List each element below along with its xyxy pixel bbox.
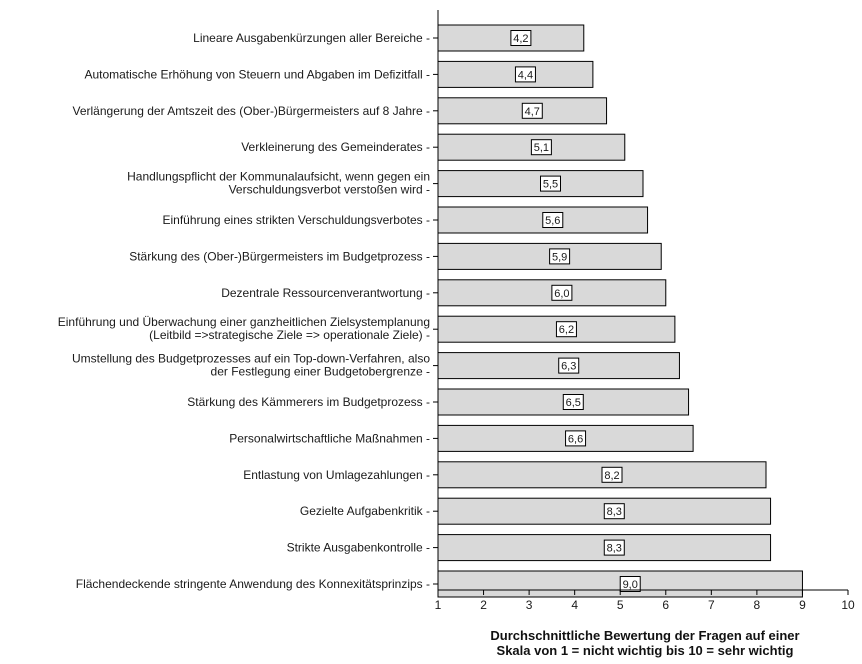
data-label: 5,9 xyxy=(552,251,567,263)
category-label: Verlängerung der Amtszeit des (Ober-)Bür… xyxy=(73,104,431,118)
data-label: 6,2 xyxy=(559,324,574,336)
category-labels: Lineare Ausgabenkürzungen aller Bereiche… xyxy=(58,31,431,591)
category-label: Automatische Erhöhung von Steuern und Ab… xyxy=(84,67,430,81)
bar xyxy=(437,352,680,380)
category-label: Flächendeckende stringente Anwendung des… xyxy=(76,577,430,591)
data-label: 4,2 xyxy=(513,33,528,45)
category-label: Lineare Ausgabenkürzungen aller Bereiche… xyxy=(193,31,430,45)
category-label: Einführung eines strikten Verschuldungsv… xyxy=(163,213,431,227)
x-tick-label: 6 xyxy=(662,598,669,612)
data-label: 5,6 xyxy=(545,215,560,227)
category-label: Umstellung des Budgetprozesses auf ein T… xyxy=(72,352,430,366)
category-label: Stärkung des Kämmerers im Budgetprozess … xyxy=(187,395,430,409)
category-label: Strikte Ausgabenkontrolle - xyxy=(287,541,430,555)
data-label-box xyxy=(521,102,543,119)
category-label: Personalwirtschaftliche Maßnahmen - xyxy=(229,431,430,445)
x-axis-title-line-2: Skala von 1 = nicht wichtig bis 10 = seh… xyxy=(497,643,794,658)
category-label: Entlastung von Umlagezahlungen - xyxy=(243,468,430,482)
category-label: Stärkung des (Ober-)Bürgermeisters im Bu… xyxy=(129,249,430,263)
data-label: 5,5 xyxy=(543,179,558,191)
category-label: Verkleinerung des Gemeinderates - xyxy=(241,140,430,154)
data-label-box xyxy=(555,321,577,338)
data-label-box xyxy=(601,466,623,483)
category-label: der Festlegung einer Budgetobergrenze - xyxy=(211,365,430,379)
category-label: Dezentrale Ressourcenverantwortung - xyxy=(221,286,430,300)
data-label-box xyxy=(549,248,571,265)
data-label: 6,6 xyxy=(568,433,583,445)
data-label-box xyxy=(619,576,641,592)
data-label-box xyxy=(540,175,561,192)
x-tick-label: 7 xyxy=(708,598,715,612)
data-label: 6,3 xyxy=(561,361,576,373)
data-label: 9,0 xyxy=(623,579,638,591)
x-tick-label: 5 xyxy=(617,598,624,612)
category-label: Verschuldungsverbot verstoßen wird - xyxy=(229,183,430,197)
data-label-box xyxy=(603,539,625,556)
data-label: 8,3 xyxy=(607,506,622,518)
category-label: Einführung und Überwachung einer ganzhei… xyxy=(58,315,430,329)
category-label: (Leitbild =>strategische Ziele => operat… xyxy=(149,328,430,342)
data-label: 8,2 xyxy=(604,470,619,482)
data-label-box xyxy=(558,357,580,374)
data-label: 5,1 xyxy=(534,142,549,154)
data-label: 4,7 xyxy=(525,106,540,118)
x-tick-label: 1 xyxy=(435,598,442,612)
x-tick-label: 4 xyxy=(571,598,578,612)
category-label: Gezielte Aufgabenkritik - xyxy=(300,504,430,518)
data-label-box xyxy=(542,212,564,228)
data-label: 6,0 xyxy=(554,288,569,300)
data-label-box xyxy=(530,139,552,156)
data-label: 6,5 xyxy=(566,397,581,409)
data-label-box xyxy=(510,30,532,46)
data-label-box xyxy=(551,284,573,301)
x-tick-label: 8 xyxy=(754,598,761,612)
data-label-box xyxy=(514,66,536,83)
data-label-box xyxy=(562,394,584,410)
data-label: 4,4 xyxy=(518,69,533,81)
x-tick-label: 2 xyxy=(480,598,487,612)
data-label-box xyxy=(565,430,587,447)
x-axis-title-line-1: Durchschnittliche Bewertung der Fragen a… xyxy=(490,628,799,643)
x-tick-label: 10 xyxy=(841,598,855,612)
x-tick-label: 3 xyxy=(526,598,533,612)
bars-layer: 4,2 4,4 4,7 5,1 5,5 5,6 5,9 6,0 6,2 6,3 6,5 6,6 8,2 8… xyxy=(437,24,803,598)
x-tick-label: 9 xyxy=(799,598,806,612)
data-label-box xyxy=(603,503,625,520)
data-label: 8,3 xyxy=(607,543,622,555)
x-axis: 1 2 3 4 5 6 7 8 9 10 xyxy=(433,10,855,612)
category-label: Handlungspflicht der Kommunalaufsicht, w… xyxy=(127,170,430,184)
